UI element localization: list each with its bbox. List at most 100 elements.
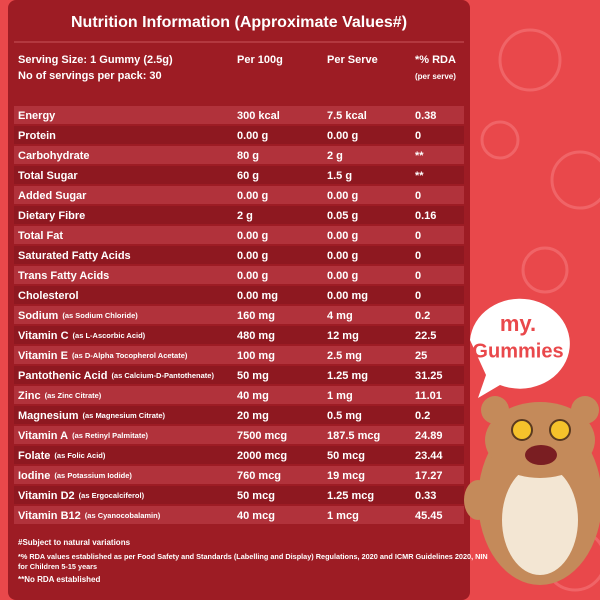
nutrient: Total Fat [18, 230, 63, 242]
cell: 0.00 g [237, 270, 268, 282]
nutrient: Pantothenic Acid [18, 370, 107, 382]
logo-text: my. [500, 311, 536, 336]
nutrient-source: (as Magnesium Citrate) [83, 411, 166, 420]
mascot [464, 396, 600, 585]
col-header: Per Serve [327, 54, 378, 66]
cell: 40 mg [237, 390, 269, 402]
cell: 0.00 g [237, 230, 268, 242]
pattern [480, 28, 600, 592]
cell: 40 mcg [237, 510, 275, 522]
cell: 80 g [237, 150, 259, 162]
row-label: Protein [18, 130, 56, 142]
nutrient: Vitamin C [18, 330, 69, 342]
row-label: Added Sugar [18, 190, 87, 202]
footnote: #Subject to natural variations [18, 538, 131, 547]
nutrient: Carbohydrate [18, 150, 90, 162]
cell: 24.89 [415, 430, 443, 442]
cell: 0 [415, 130, 421, 142]
row-label: Trans Fatty Acids [18, 270, 109, 282]
cell: 2 g [327, 150, 343, 162]
cell: 0.38 [415, 110, 436, 122]
serving-size: Serving Size: 1 Gummy (2.5g) [18, 54, 173, 66]
row-label: Zinc (as Zinc Citrate) [18, 390, 102, 402]
row-bg [14, 486, 464, 504]
row-label: Vitamin C (as L-Ascorbic Acid) [18, 330, 146, 342]
cell: 0.33 [415, 490, 436, 502]
footnote: **No RDA established [18, 575, 101, 584]
cell: 0.00 g [237, 130, 268, 142]
row-bg [14, 326, 464, 344]
cell: 0.00 g [327, 270, 358, 282]
nutrient: Folate [18, 450, 50, 462]
nutrient-source: (as Cyanocobalamin) [85, 511, 161, 520]
cell: 0 [415, 230, 421, 242]
cell: 0.00 g [327, 130, 358, 142]
cell: 100 mg [237, 350, 275, 362]
cell: 300 kcal [237, 110, 280, 122]
cell: 0.00 g [237, 190, 268, 202]
nutrient: Iodine [18, 470, 50, 482]
row-label: Carbohydrate [18, 150, 90, 162]
cell: 1 mcg [327, 510, 359, 522]
cell: 50 mg [237, 370, 269, 382]
logo-text: Gummies [472, 340, 563, 362]
col-header: *% RDA [415, 54, 456, 66]
cell: 11.01 [415, 390, 442, 402]
nutrient-source: (as Calcium-D-Pantothenate) [111, 371, 214, 380]
row-bg [14, 366, 464, 384]
row-label: Total Fat [18, 230, 63, 242]
row-bg [14, 386, 464, 404]
nutrient-source: (as D-Alpha Tocopherol Acetate) [72, 351, 188, 360]
cell: 4 mg [327, 310, 353, 322]
title: Nutrition Information (Approximate Value… [71, 14, 407, 31]
cell: 31.25 [415, 370, 443, 382]
cell: 0.00 g [237, 250, 268, 262]
row-label: Vitamin A (as Retinyl Palmitate) [18, 430, 148, 442]
cell: 2000 mcg [237, 450, 287, 462]
row-bg [14, 246, 464, 264]
row-label: Energy [18, 110, 56, 122]
cell: 23.44 [415, 450, 443, 462]
row-label: Vitamin B12 (as Cyanocobalamin) [18, 510, 161, 522]
footnote: *% RDA values established as per Food Sa… [18, 552, 488, 561]
cell: 0.00 g [327, 190, 358, 202]
nutrient: Vitamin B12 [18, 510, 81, 522]
row-bg [14, 106, 464, 124]
servings-per-pack: No of servings per pack: 30 [18, 70, 162, 82]
cell: 25 [415, 350, 427, 362]
nutrient: Trans Fatty Acids [18, 270, 109, 282]
nutrient-source: (as L-Ascorbic Acid) [73, 331, 146, 340]
nutrient: Vitamin D2 [18, 490, 75, 502]
row-bg [14, 266, 464, 284]
cell: 0.00 g [327, 250, 358, 262]
cell: 1.5 g [327, 170, 352, 182]
cell: 160 mg [237, 310, 275, 322]
cell: 1.25 mcg [327, 490, 374, 502]
cell: 60 g [237, 170, 259, 182]
nutrient: Vitamin A [18, 430, 68, 442]
cell: 0.2 [415, 410, 430, 422]
row-label: Folate (as Folic Acid) [18, 450, 106, 462]
cell: 7500 mcg [237, 430, 287, 442]
nutrient: Cholesterol [18, 290, 79, 302]
row-bg [14, 306, 464, 324]
nutrient-source: (as Zinc Citrate) [45, 391, 102, 400]
row-bg [14, 346, 464, 364]
cell: 0.16 [415, 210, 436, 222]
nutrient-source: (as Sodium Chloride) [62, 311, 138, 320]
cell: 0.00 g [327, 230, 358, 242]
cell: 187.5 mcg [327, 430, 380, 442]
col-header: Per 100g [237, 54, 283, 66]
row-label: Cholesterol [18, 290, 79, 302]
cell: 0 [415, 250, 421, 262]
cell: 0.00 mg [327, 290, 368, 302]
row-label: Magnesium (as Magnesium Citrate) [18, 410, 166, 422]
nutrient-source: (as Retinyl Palmitate) [72, 431, 148, 440]
row-bg [14, 426, 464, 444]
logo: my. Gummies [470, 298, 570, 398]
nutrient: Protein [18, 130, 56, 142]
nutrient: Total Sugar [18, 170, 78, 182]
cell: 50 mcg [237, 490, 275, 502]
row-bg [14, 466, 464, 484]
